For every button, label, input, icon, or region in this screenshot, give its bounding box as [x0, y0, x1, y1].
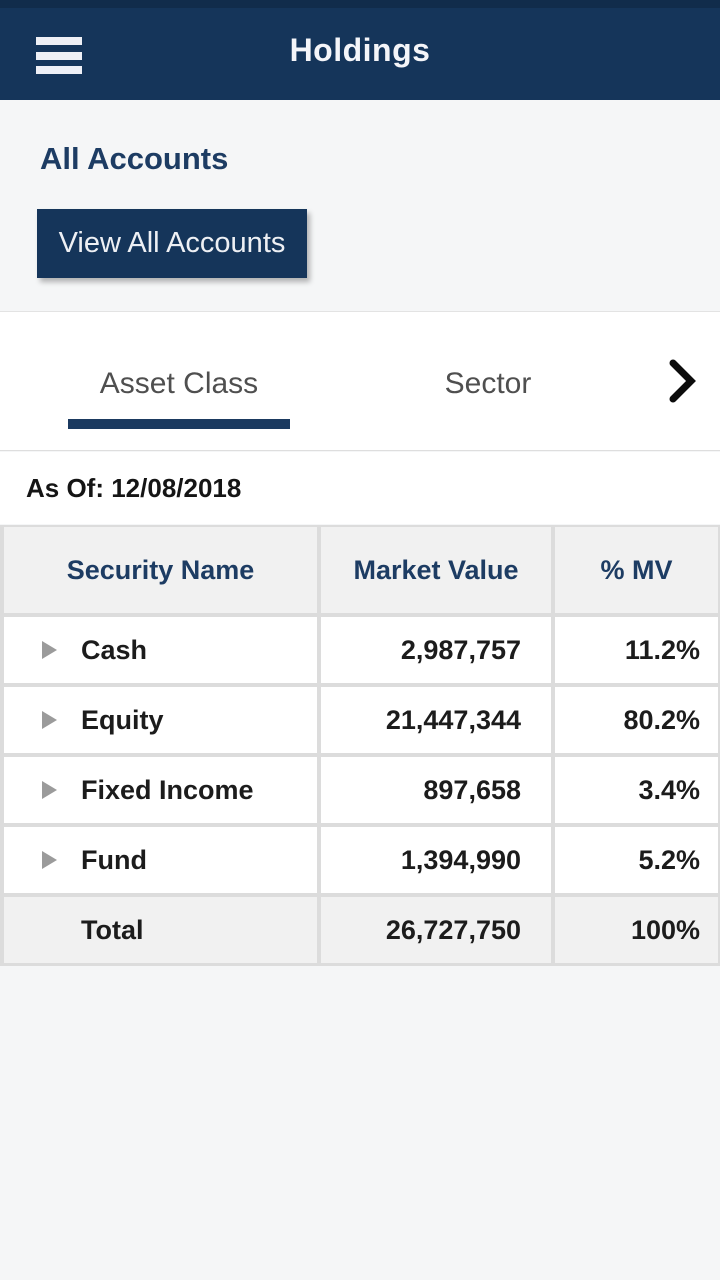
column-header-pct-mv: % MV — [555, 527, 718, 613]
table-row-cash-name[interactable]: Cash — [4, 617, 317, 683]
as-of-date: As Of: 12/08/2018 — [26, 472, 242, 503]
active-tab-indicator — [68, 419, 290, 429]
hamburger-bar — [36, 51, 82, 60]
column-header-market-value: Market Value — [321, 527, 551, 613]
table-row-equity-name[interactable]: Equity — [4, 687, 317, 753]
hamburger-bar — [36, 37, 82, 45]
total-market-value-cell: 26,727,750 — [321, 897, 551, 963]
market-value-cell: 2,987,757 — [321, 617, 551, 683]
hamburger-icon[interactable] — [36, 37, 82, 74]
pct-mv-cell: 80.2% — [555, 687, 718, 753]
app-header: Holdings — [0, 0, 720, 100]
tab-sector-label: Sector — [444, 367, 532, 400]
expand-arrow-icon[interactable] — [42, 711, 57, 729]
pct-mv-cell: 11.2% — [555, 617, 718, 683]
view-all-accounts-button[interactable]: View All Accounts — [37, 209, 307, 278]
table-row-total-name: Total — [4, 897, 317, 963]
tabs-bar: Asset Class Sector — [0, 311, 720, 451]
column-header-security-name: Security Name — [4, 527, 317, 613]
security-name: Cash — [81, 634, 148, 665]
pct-mv-cell: 3.4% — [555, 757, 718, 823]
expand-arrow-icon[interactable] — [42, 781, 57, 799]
security-name: Fund — [81, 844, 147, 875]
market-value-cell: 897,658 — [321, 757, 551, 823]
security-name: Equity — [81, 704, 164, 735]
chevron-right-icon[interactable] — [660, 312, 704, 450]
tab-asset-class-label: Asset Class — [99, 367, 259, 400]
expand-arrow-icon[interactable] — [42, 641, 57, 659]
table-row-fixed-income-name[interactable]: Fixed Income — [4, 757, 317, 823]
pct-mv-cell: 5.2% — [555, 827, 718, 893]
holdings-table: Security Name Market Value % MV Cash 2,9… — [0, 525, 720, 966]
as-of-row: As Of: 12/08/2018 — [0, 452, 720, 524]
tab-sector[interactable]: Sector — [390, 312, 586, 450]
hamburger-bar — [36, 66, 82, 74]
security-name: Fixed Income — [81, 774, 254, 805]
tab-asset-class[interactable]: Asset Class — [68, 312, 290, 450]
expand-arrow-icon[interactable] — [42, 851, 57, 869]
page-title: Holdings — [289, 31, 431, 68]
all-accounts-heading: All Accounts — [40, 141, 229, 176]
table-row-fund-name[interactable]: Fund — [4, 827, 317, 893]
total-label: Total — [81, 914, 144, 945]
market-value-cell: 21,447,344 — [321, 687, 551, 753]
status-bar — [0, 0, 720, 8]
total-pct-mv-cell: 100% — [555, 897, 718, 963]
market-value-cell: 1,394,990 — [321, 827, 551, 893]
